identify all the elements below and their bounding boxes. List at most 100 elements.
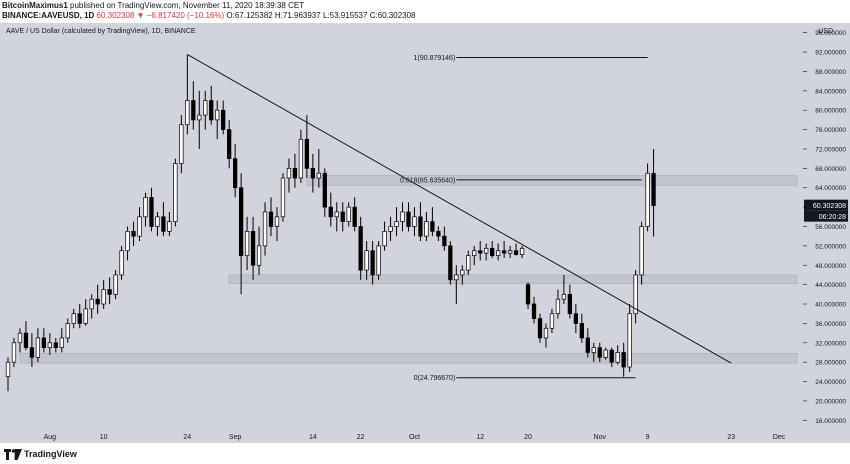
candle-body-88 bbox=[531, 303, 537, 319]
x-tick-label-2: 24 bbox=[183, 434, 191, 441]
candle-body-28 bbox=[173, 163, 178, 223]
candle-body-95 bbox=[573, 313, 579, 324]
x-tick-label-10: 9 bbox=[646, 434, 650, 441]
candle-body-31 bbox=[191, 100, 196, 121]
low-value: L:53.915537 bbox=[322, 11, 368, 20]
candle-body-18 bbox=[113, 274, 118, 295]
y-tick-label-4: 32.000000 bbox=[815, 340, 846, 347]
y-tick-label-8: 48.000000 bbox=[815, 263, 846, 270]
candle-body-20 bbox=[125, 230, 130, 252]
candle-body-12 bbox=[77, 313, 82, 324]
candle-body-67 bbox=[406, 211, 411, 227]
candle-body-70 bbox=[424, 221, 429, 237]
candle-body-76 bbox=[460, 269, 465, 276]
y-tick-label-10: 56.000000 bbox=[815, 224, 846, 231]
candle-body-6 bbox=[41, 337, 47, 348]
close-value: C:60.302308 bbox=[369, 11, 416, 20]
candle-body-29 bbox=[179, 124, 184, 164]
fibonacci-levels: 1(90.879146) 0.618(65.635640) 0(24.796670) bbox=[400, 55, 648, 382]
candle-body-83 bbox=[501, 250, 507, 254]
open-value: O:67.125382 bbox=[226, 11, 273, 20]
candle-body-25 bbox=[155, 216, 160, 227]
fib-label-0: 1(90.879146) bbox=[414, 55, 456, 62]
x-tick-label-5: 22 bbox=[357, 434, 365, 441]
candle-body-17 bbox=[107, 289, 112, 295]
candle-body-81 bbox=[490, 247, 495, 256]
trendline-group bbox=[187, 54, 732, 364]
candle-body-68 bbox=[412, 216, 417, 227]
candle-body-10 bbox=[65, 323, 70, 339]
x-tick-label-4: 14 bbox=[309, 434, 317, 441]
candle-body-36 bbox=[221, 109, 226, 130]
y-tick-label-7: 44.000000 bbox=[815, 282, 846, 289]
candle-body-43 bbox=[262, 211, 268, 247]
zone-2 bbox=[19, 353, 798, 364]
candle-body-16 bbox=[101, 289, 106, 305]
candle-body-35 bbox=[215, 109, 220, 121]
candle-body-56 bbox=[340, 211, 345, 223]
y-tick-label-3: 28.000000 bbox=[815, 360, 846, 367]
author-name[interactable]: BitcoinMaximus1 bbox=[2, 1, 68, 10]
candle-body-65 bbox=[394, 221, 399, 227]
candle-body-9 bbox=[59, 337, 64, 348]
candle-body-93 bbox=[561, 293, 567, 300]
y-tick-label-0: 16.000000 bbox=[815, 418, 846, 425]
candle-body-0 bbox=[5, 361, 11, 378]
candle-body-85 bbox=[513, 250, 519, 255]
last-price-label: 60.302308 bbox=[813, 203, 846, 210]
tradingview-logo-icon[interactable] bbox=[4, 449, 22, 460]
candle-body-60 bbox=[364, 250, 369, 271]
y-tick-label-20: 96.000000 bbox=[815, 30, 846, 37]
candle-body-26 bbox=[161, 216, 166, 232]
last-price-box bbox=[804, 199, 848, 211]
publish-line: BitcoinMaximus1 published on TradingView… bbox=[2, 1, 304, 11]
last-price: 60.302308 bbox=[96, 11, 135, 20]
x-tick-label-8: 20 bbox=[524, 434, 532, 441]
candle-body-57 bbox=[346, 206, 351, 223]
candlestick-chart[interactable]: 1(90.879146) 0.618(65.635640) 0(24.796670)… bbox=[0, 0, 850, 444]
candle-body-40 bbox=[244, 230, 250, 256]
candle-body-58 bbox=[352, 206, 357, 227]
x-tick-label-9: Nov bbox=[594, 434, 607, 441]
candle-body-100 bbox=[603, 349, 608, 358]
x-axis-ticks: Aug 10 24 Sep 14 22 Oct 12 20 Nov 9 23 Dec bbox=[44, 434, 786, 441]
candle-body-11 bbox=[71, 313, 76, 324]
candle-body-94 bbox=[567, 293, 573, 315]
candle-body-98 bbox=[591, 347, 596, 353]
candles bbox=[5, 54, 656, 392]
candle-body-79 bbox=[478, 250, 483, 254]
countdown-box bbox=[804, 210, 848, 222]
candle-body-87 bbox=[525, 284, 531, 305]
candle-body-59 bbox=[358, 226, 363, 271]
zone-0 bbox=[306, 175, 798, 186]
candle-body-90 bbox=[543, 327, 549, 339]
candle-body-51 bbox=[310, 168, 315, 179]
candle-body-89 bbox=[537, 318, 543, 339]
candle-body-106 bbox=[639, 226, 644, 276]
y-tick-label-12: 64.000000 bbox=[815, 185, 846, 192]
candle-body-5 bbox=[35, 337, 41, 358]
countdown-label: 06:20:28 bbox=[819, 214, 846, 221]
candle-body-2 bbox=[17, 332, 23, 344]
y-tick-label-13: 68.000000 bbox=[815, 166, 846, 173]
price-axis[interactable] bbox=[803, 23, 850, 443]
candle-body-105 bbox=[633, 274, 638, 315]
candle-body-53 bbox=[322, 172, 327, 208]
candle-body-102 bbox=[615, 352, 620, 363]
symbol-label: BINANCE:AAVEUSD, 1D bbox=[2, 11, 95, 20]
candle-body-21 bbox=[131, 230, 136, 237]
candle-body-4 bbox=[29, 347, 35, 358]
candle-body-64 bbox=[388, 226, 393, 232]
candle-body-48 bbox=[292, 168, 298, 179]
fib-label-2: 0(24.796670) bbox=[414, 375, 456, 382]
candle-body-39 bbox=[238, 187, 244, 256]
candle-body-92 bbox=[555, 298, 561, 315]
candle-body-63 bbox=[382, 230, 387, 247]
y-tick-label-17: 84.000000 bbox=[815, 88, 846, 95]
tradingview-brand[interactable]: TradingView bbox=[24, 449, 77, 459]
candle-body-15 bbox=[95, 298, 100, 305]
candle-body-66 bbox=[400, 211, 405, 223]
candle-body-30 bbox=[185, 100, 190, 126]
candle-body-75 bbox=[454, 274, 459, 281]
x-tick-label-12: Dec bbox=[773, 434, 786, 441]
